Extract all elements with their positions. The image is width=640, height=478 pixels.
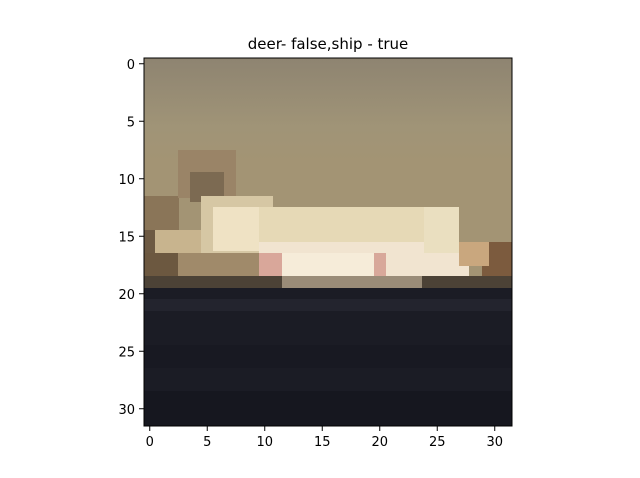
x-axis: 0 5 10 15 20 25 30 — [146, 426, 503, 450]
chart-title: deer- false,ship - true — [248, 35, 409, 53]
pixel-region-right-tan — [459, 242, 489, 266]
x-tick-label-3: 15 — [314, 435, 331, 450]
pixel-region-stern-left — [155, 230, 201, 254]
y-tick-label-1: 5 — [127, 115, 135, 130]
y-tick-label-0: 0 — [127, 58, 135, 73]
y-tick-label-5: 25 — [118, 345, 135, 360]
y-tick-label-2: 10 — [118, 173, 135, 188]
pixel-region-waterline-light — [282, 276, 422, 288]
pixel-region-stern — [424, 207, 459, 253]
axes-frame — [143, 57, 513, 427]
y-axis: 0 5 10 15 20 25 30 — [118, 58, 144, 418]
y-tick-label-4: 20 — [118, 288, 135, 303]
image-pixels — [144, 58, 512, 426]
y-tick-label-6: 30 — [118, 403, 135, 418]
pixel-region-water-band-1 — [144, 299, 512, 311]
pixel-region-water-band-2 — [144, 345, 512, 368]
x-tick-label-4: 20 — [371, 435, 388, 450]
y-tick-label-3: 15 — [118, 230, 135, 245]
x-tick-label-1: 5 — [203, 435, 211, 450]
pixel-region-water-band-3 — [144, 391, 512, 426]
x-tick-label-2: 10 — [256, 435, 273, 450]
pixel-region-boat-cabin — [213, 207, 259, 251]
x-tick-label-5: 25 — [429, 435, 446, 450]
x-tick-label-6: 30 — [486, 435, 503, 450]
x-tick-label-0: 0 — [146, 435, 154, 450]
